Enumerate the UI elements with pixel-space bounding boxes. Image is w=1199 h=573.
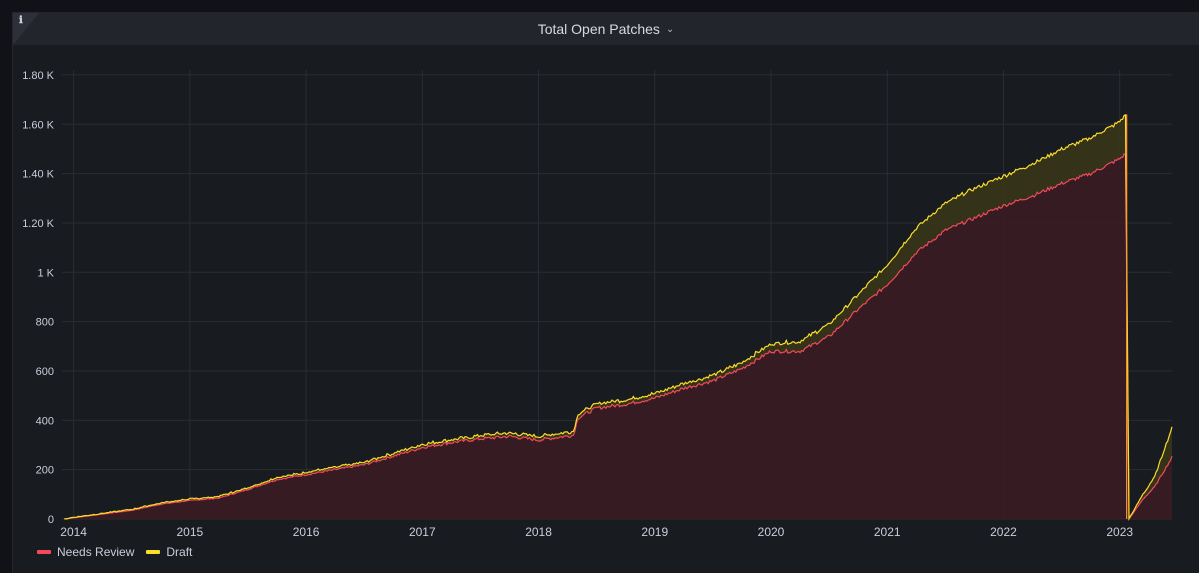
draft-line bbox=[64, 113, 1173, 521]
panel-info-corner[interactable] bbox=[13, 13, 39, 45]
legend-swatch-draft bbox=[146, 550, 161, 554]
x-tick-label: 2022 bbox=[990, 525, 1017, 539]
y-tick-label: 1.40 K bbox=[22, 169, 54, 181]
x-tick-label: 2023 bbox=[1106, 525, 1133, 539]
legend-item-needs-review[interactable]: Needs Review bbox=[37, 545, 134, 559]
x-tick-label: 2019 bbox=[641, 525, 668, 539]
y-tick-label: 1.60 K bbox=[22, 119, 54, 131]
legend-swatch-needs-review bbox=[37, 550, 51, 554]
y-tick-label: 800 bbox=[36, 317, 54, 329]
legend-label-needs-review: Needs Review bbox=[57, 545, 135, 559]
panel-title-wrap[interactable]: Total Open Patches ⌄ bbox=[13, 13, 1199, 45]
x-tick-label: 2015 bbox=[177, 525, 204, 539]
x-tick-label: 2018 bbox=[525, 525, 552, 539]
y-tick-label: 1.20 K bbox=[22, 218, 54, 230]
panel-title[interactable]: Total Open Patches bbox=[537, 21, 660, 37]
y-tick-label: 1.80 K bbox=[22, 70, 54, 82]
x-tick-label: 2017 bbox=[409, 525, 436, 539]
y-tick-label: 600 bbox=[36, 366, 54, 378]
x-tick-label: 2020 bbox=[758, 525, 785, 539]
legend: Needs Review Draft bbox=[37, 545, 192, 559]
needs-review-area bbox=[64, 153, 1172, 519]
legend-item-draft[interactable]: Draft bbox=[146, 545, 192, 559]
panel-header[interactable]: ℹ Total Open Patches ⌄ bbox=[13, 13, 1199, 45]
y-tick-label: 1 K bbox=[37, 267, 54, 279]
legend-label-draft: Draft bbox=[166, 545, 193, 559]
y-tick-label: 400 bbox=[36, 415, 54, 427]
x-tick-label: 2014 bbox=[60, 525, 87, 539]
y-tick-label: 200 bbox=[36, 465, 54, 477]
y-tick-label: 0 bbox=[48, 514, 54, 526]
draft-area bbox=[64, 114, 1172, 520]
x-tick-label: 2021 bbox=[874, 525, 901, 539]
x-tick-label: 2016 bbox=[293, 525, 320, 539]
needs-review-line bbox=[64, 153, 1173, 521]
info-icon[interactable]: ℹ bbox=[19, 15, 23, 26]
chevron-down-icon[interactable]: ⌄ bbox=[665, 24, 675, 35]
